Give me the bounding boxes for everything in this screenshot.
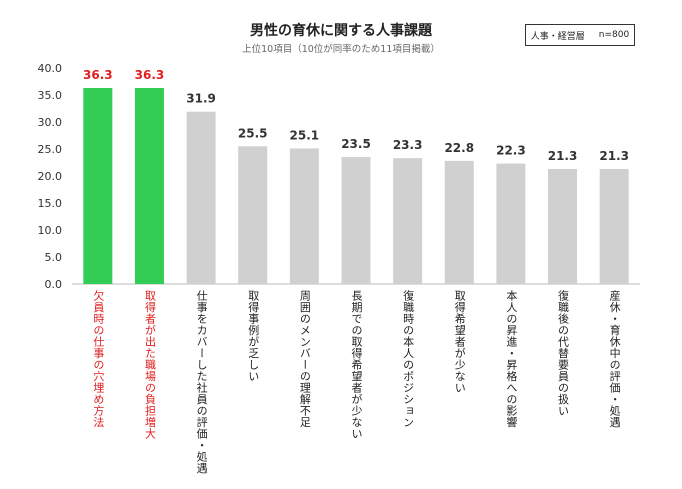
data-label-1: 36.3 <box>135 68 165 82</box>
x-tick-label-0: 欠員時の仕事の穴埋め方法 <box>91 290 105 428</box>
data-label-3: 25.5 <box>238 126 268 140</box>
chart-title: 男性の育休に関する人事課題 <box>250 23 432 39</box>
y-tick-label: 5.0 <box>45 251 63 264</box>
data-label-6: 23.3 <box>393 138 423 152</box>
y-tick-label: 35.0 <box>38 89 63 102</box>
bar-5 <box>341 157 371 284</box>
data-label-9: 21.3 <box>548 149 578 163</box>
x-tick-label-4: 周囲のメンバーの理解不足 <box>298 290 312 428</box>
bar-9 <box>548 168 578 284</box>
chart-subtitle: 上位10項目（10位が同率のため11項目掲載） <box>242 44 440 55</box>
bar-1 <box>134 87 164 284</box>
y-tick-label: 15.0 <box>38 197 63 210</box>
badge-n: n=800 <box>598 30 630 40</box>
data-label-5: 23.5 <box>341 137 371 151</box>
data-label-7: 22.8 <box>444 141 474 155</box>
sample-badge: 人事・経営層 n=800 <box>525 24 635 46</box>
y-tick-label: 20.0 <box>38 170 63 183</box>
bar-7 <box>444 160 474 284</box>
y-tick-label: 25.0 <box>38 143 63 156</box>
data-label-10: 21.3 <box>599 149 629 163</box>
x-tick-label-5: 長期での取得希望者が少ない <box>350 290 363 440</box>
bar-10 <box>599 168 629 284</box>
bar-6 <box>393 158 423 284</box>
x-tick-label-7: 取得希望者が少ない <box>453 290 467 394</box>
y-tick-label: 10.0 <box>38 224 63 237</box>
x-tick-label-6: 復職時の本人のポジション <box>401 290 415 428</box>
bar-3 <box>238 146 268 284</box>
x-tick-label-1: 取得者が出た職場の負担増大 <box>143 290 157 440</box>
bar-8 <box>496 163 526 284</box>
data-label-2: 31.9 <box>186 92 216 106</box>
data-label-0: 36.3 <box>83 68 113 82</box>
bar-4 <box>289 148 319 284</box>
bar-0 <box>83 87 113 284</box>
data-label-8: 22.3 <box>496 144 526 158</box>
x-tick-label-10: 産休・育休中の評価・処遇 <box>608 290 622 428</box>
badge-group: 人事・経営層 <box>530 31 585 42</box>
data-label-4: 25.1 <box>290 128 320 142</box>
y-tick-label: 30.0 <box>38 116 63 129</box>
y-tick-label: 40.0 <box>38 62 63 75</box>
bar-2 <box>186 111 216 285</box>
x-tick-label-8: 本人の昇進・昇格への影響 <box>504 290 518 428</box>
x-tick-label-2: 仕事をカバーした社員の評価・処遇 <box>195 290 209 474</box>
y-tick-label: 0.0 <box>45 278 63 291</box>
x-tick-label-9: 復職後の代替要員の扱い <box>556 290 570 417</box>
x-tick-label-3: 取得事例が乏しい <box>246 290 260 382</box>
